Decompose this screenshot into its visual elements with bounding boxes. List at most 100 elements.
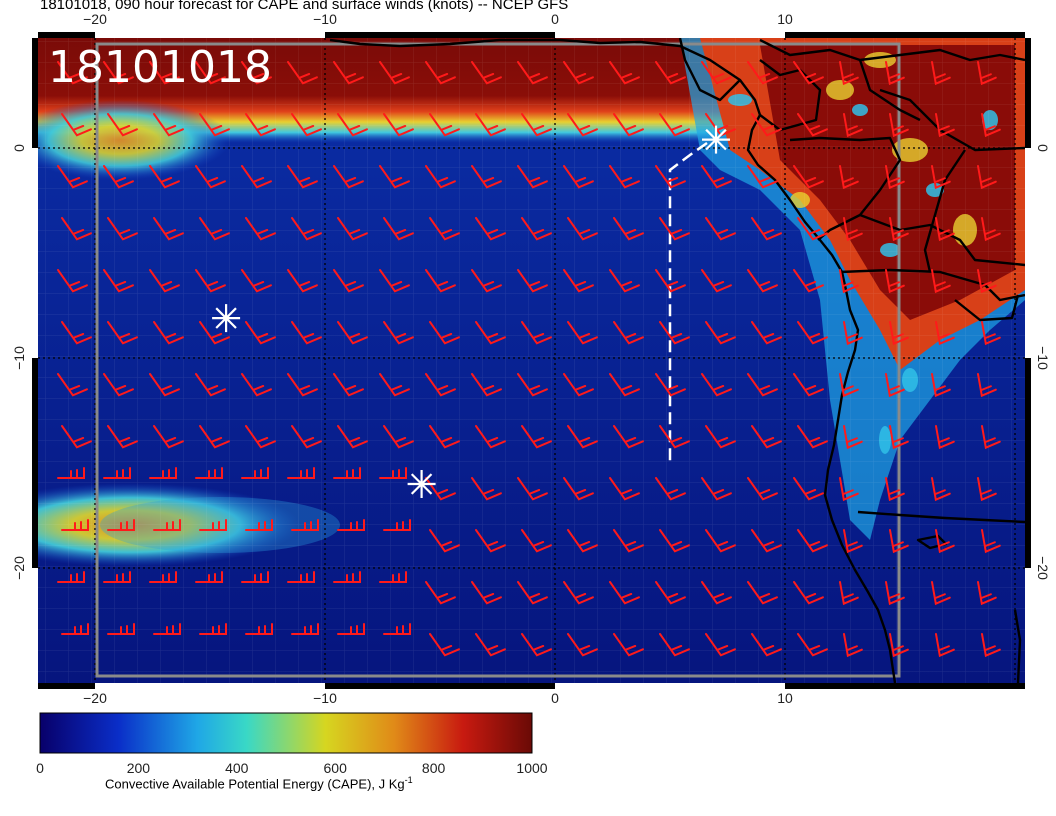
- wind-barb: [563, 581, 594, 605]
- wind-barb: [103, 61, 134, 85]
- wind-barb: [61, 113, 92, 137]
- wind-barb: [705, 425, 736, 449]
- wind-barb: [287, 373, 318, 397]
- wind-barb: [702, 686, 731, 707]
- wind-barb: [195, 571, 223, 583]
- wind-barb: [609, 373, 640, 397]
- wind-barb: [839, 581, 859, 606]
- wind-barb: [751, 113, 782, 137]
- wind-barb: [291, 623, 319, 635]
- wind-barb: [379, 571, 407, 583]
- wind-barb: [843, 633, 863, 658]
- wind-barb: [337, 623, 365, 635]
- wind-barb: [659, 529, 690, 553]
- date-stamp: 18101018: [48, 42, 272, 93]
- wind-barb: [751, 529, 782, 553]
- wind-barb: [379, 61, 410, 85]
- wind-barb: [747, 581, 778, 605]
- wind-barb: [747, 269, 778, 293]
- wind-barb: [797, 529, 828, 553]
- wind-barb: [333, 61, 364, 85]
- wind-barb: [935, 633, 955, 658]
- wind-barb: [705, 321, 736, 345]
- wind-barb: [613, 633, 644, 657]
- lon-tick-label: 0: [551, 11, 559, 27]
- wind-barb: [981, 321, 1001, 346]
- wind-barb: [475, 217, 506, 241]
- wind-barb: [337, 519, 365, 531]
- wind-barb: [701, 165, 732, 189]
- wind-barb: [245, 425, 276, 449]
- wind-barb: [563, 61, 594, 85]
- wind-barb: [103, 467, 131, 479]
- lat-tick-label: −20: [1035, 556, 1051, 580]
- wind-barb: [747, 373, 778, 397]
- map-frame: [32, 32, 1031, 689]
- wind-barb: [751, 425, 782, 449]
- wind-barb: [517, 165, 548, 189]
- wind-barb: [839, 269, 859, 294]
- wind-barb: [839, 477, 859, 502]
- wind-barb: [107, 623, 135, 635]
- wind-barb: [793, 373, 824, 397]
- wind-barb: [291, 519, 319, 531]
- wind-barb: [153, 425, 184, 449]
- wind-barb: [333, 467, 361, 479]
- wind-barb: [333, 269, 364, 293]
- wind-barb: [843, 113, 863, 138]
- colorbar-tick-labels: 0 200 400 600 800 1000: [36, 760, 548, 776]
- wind-barb: [705, 633, 736, 657]
- wind-barb: [517, 269, 548, 293]
- wind-barb: [885, 373, 905, 398]
- wind-barb: [241, 467, 269, 479]
- wind-barb: [747, 165, 778, 189]
- wind-barb: [517, 61, 548, 85]
- lat-tick-label: 0: [11, 144, 27, 152]
- wind-barb: [701, 61, 732, 85]
- wind-barb: [843, 217, 863, 242]
- star-marker: [212, 304, 241, 333]
- wind-barb: [751, 321, 782, 345]
- wind-barb: [245, 519, 273, 531]
- wind-barb: [889, 217, 909, 242]
- wind-barb: [567, 633, 598, 657]
- wind-barb: [425, 269, 456, 293]
- wind-barb: [659, 321, 690, 345]
- star-marker: [407, 470, 436, 498]
- wind-barb: [747, 61, 778, 85]
- wind-barb: [429, 529, 460, 553]
- wind-barb: [107, 321, 138, 345]
- wind-barb: [931, 373, 951, 398]
- wind-barb: [195, 467, 223, 479]
- wind-barb: [797, 321, 828, 345]
- lon-tick-label: −20: [83, 690, 107, 706]
- wind-barb: [655, 581, 686, 605]
- wind-barb: [609, 165, 640, 189]
- wind-barb: [475, 529, 506, 553]
- wind-barbs: [57, 61, 1001, 707]
- colorbar-tick-label: 1000: [516, 760, 547, 776]
- wind-barb: [563, 269, 594, 293]
- wind-barb: [429, 113, 460, 137]
- wind-barb: [241, 61, 272, 85]
- wind-barb: [380, 686, 409, 707]
- lon-tick-label: −20: [83, 11, 107, 27]
- wind-barb: [613, 425, 644, 449]
- wind-barb: [57, 269, 88, 293]
- wind-barb: [103, 269, 134, 293]
- wind-barb: [241, 373, 272, 397]
- wind-barb: [839, 165, 859, 190]
- wind-barb: [61, 425, 92, 449]
- wind-barb: [199, 425, 230, 449]
- wind-barb: [517, 581, 548, 605]
- wind-barb: [107, 113, 138, 137]
- wind-barb: [567, 113, 598, 137]
- wind-barb: [153, 321, 184, 345]
- wind-barb: [383, 425, 414, 449]
- wind-barb: [567, 529, 598, 553]
- wind-barb: [241, 269, 272, 293]
- wind-barb: [751, 633, 782, 657]
- wind-barb: [981, 425, 1001, 450]
- wind-barb: [429, 425, 460, 449]
